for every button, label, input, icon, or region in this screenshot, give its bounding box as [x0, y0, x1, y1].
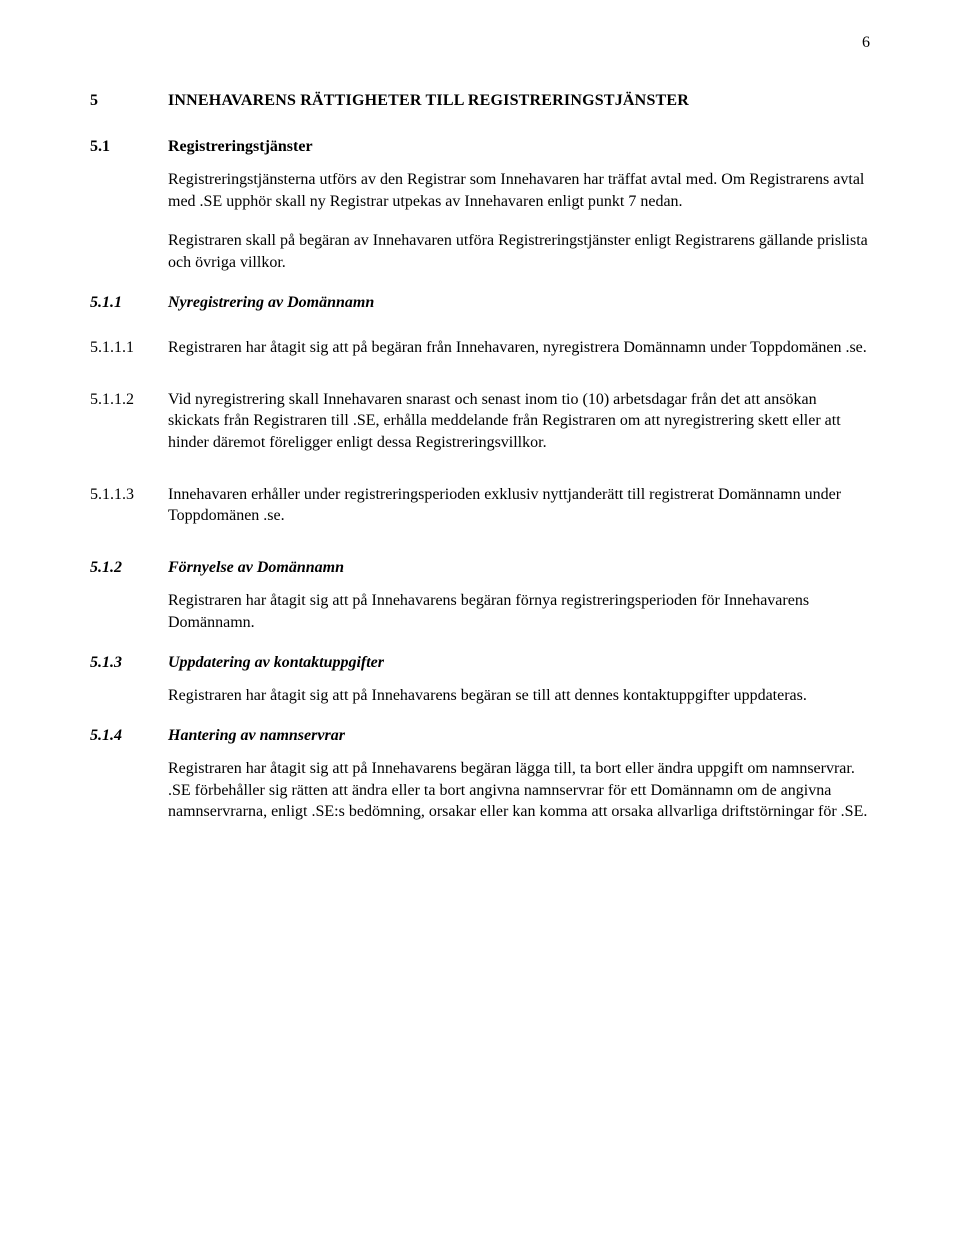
paragraph-5-1-3: Registraren har åtagit sig att på Inneha…	[168, 685, 870, 707]
paragraph-5-1-2: Registraren har åtagit sig att på Inneha…	[168, 590, 870, 633]
page-content: 5 INNEHAVARENS RÄTTIGHETER TILL REGISTRE…	[90, 90, 870, 823]
page-number: 6	[862, 34, 870, 52]
spacer	[90, 118, 870, 136]
paragraph-5-1-b: Registraren skall på begäran av Innehava…	[168, 230, 870, 273]
heading-5-1-2-number: 5.1.2	[90, 557, 168, 579]
heading-5-title: INNEHAVARENS RÄTTIGHETER TILL REGISTRERI…	[168, 90, 870, 112]
heading-5-1-2-title: Förnyelse av Domännamn	[168, 557, 870, 579]
spacer	[90, 545, 870, 557]
heading-5-1-2: 5.1.2 Förnyelse av Domännamn	[90, 557, 870, 579]
clause-5-1-1-3-text: Innehavaren erhåller under registrerings…	[168, 484, 870, 527]
clause-5-1-1-3-number: 5.1.1.3	[90, 484, 168, 506]
spacer	[90, 319, 870, 337]
heading-5-number: 5	[90, 90, 168, 112]
spacer	[90, 472, 870, 484]
heading-5-1-title: Registreringstjänster	[168, 136, 870, 158]
spacer	[90, 377, 870, 389]
clause-5-1-1-2-text: Vid nyregistrering skall Innehavaren sna…	[168, 389, 870, 454]
heading-5-1-1-title: Nyregistrering av Domännamn	[168, 292, 870, 314]
clause-5-1-1-2-number: 5.1.1.2	[90, 389, 168, 411]
heading-5-1-4-title: Hantering av namnservrar	[168, 725, 870, 747]
page: 6 5 INNEHAVARENS RÄTTIGHETER TILL REGIST…	[0, 0, 960, 1239]
heading-5-1-1: 5.1.1 Nyregistrering av Domännamn	[90, 292, 870, 314]
heading-5-1-number: 5.1	[90, 136, 168, 158]
heading-5-1-1-number: 5.1.1	[90, 292, 168, 314]
clause-5-1-1-1-text: Registraren har åtagit sig att på begära…	[168, 337, 870, 359]
heading-5-1-3-number: 5.1.3	[90, 652, 168, 674]
clause-5-1-1-3: 5.1.1.3 Innehavaren erhåller under regis…	[90, 484, 870, 527]
heading-5: 5 INNEHAVARENS RÄTTIGHETER TILL REGISTRE…	[90, 90, 870, 112]
heading-5-1: 5.1 Registreringstjänster	[90, 136, 870, 158]
clause-5-1-1-1: 5.1.1.1 Registraren har åtagit sig att p…	[90, 337, 870, 359]
paragraph-5-1-a: Registreringstjänsterna utförs av den Re…	[168, 169, 870, 212]
heading-5-1-3: 5.1.3 Uppdatering av kontaktuppgifter	[90, 652, 870, 674]
heading-5-1-3-title: Uppdatering av kontaktuppgifter	[168, 652, 870, 674]
paragraph-5-1-4: Registraren har åtagit sig att på Inneha…	[168, 758, 870, 823]
clause-5-1-1-1-number: 5.1.1.1	[90, 337, 168, 359]
heading-5-1-4: 5.1.4 Hantering av namnservrar	[90, 725, 870, 747]
heading-5-1-4-number: 5.1.4	[90, 725, 168, 747]
clause-5-1-1-2: 5.1.1.2 Vid nyregistrering skall Innehav…	[90, 389, 870, 454]
